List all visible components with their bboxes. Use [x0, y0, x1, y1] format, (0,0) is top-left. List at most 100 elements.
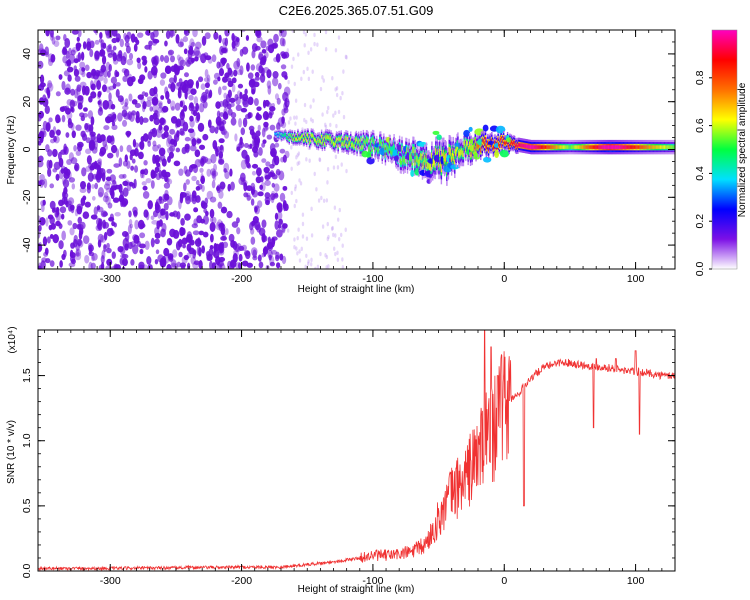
noise-speckle [339, 95, 342, 101]
noise-speckle [276, 202, 283, 212]
signal-band-cell [338, 136, 340, 141]
noise-speckle [209, 208, 215, 219]
noise-speckle [293, 245, 296, 250]
signal-band-cell [652, 145, 655, 149]
signal-band-cell [318, 137, 320, 142]
spectrogram-ytick-label: 0 [21, 146, 33, 152]
noise-speckle [261, 252, 265, 258]
signal-band-cell [340, 136, 343, 141]
noise-speckle [190, 88, 197, 95]
snr-ytick-label: 0.5 [21, 498, 33, 513]
signal-band-cell [370, 138, 372, 144]
signal-band-cell [298, 136, 300, 141]
noise-speckle [138, 261, 145, 269]
noise-speckle [278, 170, 285, 181]
signal-band-cell [464, 139, 466, 146]
signal-band-cell [610, 145, 613, 149]
noise-speckle [257, 254, 262, 262]
noise-speckle [187, 57, 194, 65]
noise-speckle [253, 98, 259, 106]
noise-speckle [251, 163, 259, 169]
signal-band-cell [419, 156, 421, 164]
noise-speckle [198, 158, 204, 164]
noise-speckle [325, 198, 329, 203]
signal-blob [410, 169, 415, 177]
signal-band-cell [543, 145, 545, 149]
noise-speckle [166, 263, 172, 269]
signal-band-cell [664, 145, 666, 149]
noise-speckle [72, 222, 78, 230]
signal-band-cell [331, 138, 334, 143]
noise-speckle [93, 30, 98, 34]
noise-speckle [67, 220, 73, 226]
noise-speckle [97, 70, 104, 77]
noise-speckle [88, 261, 93, 269]
noise-speckle [134, 142, 139, 149]
noise-speckle [231, 221, 239, 228]
noise-speckle [334, 251, 337, 257]
noise-speckle [60, 149, 67, 155]
signal-band-cell [410, 152, 413, 159]
noise-speckle [135, 110, 140, 120]
signal-band-cell [413, 159, 416, 166]
signal-band-cell [424, 155, 426, 163]
signal-band-cell [673, 145, 675, 149]
noise-speckle [95, 160, 102, 167]
noise-speckle [106, 168, 113, 174]
noise-speckle [242, 93, 249, 102]
noise-speckle [62, 178, 70, 188]
noise-speckle [279, 148, 286, 154]
signal-band-cell [316, 140, 318, 145]
colorbar-tick-label: 0.4 [694, 166, 706, 181]
noise-speckle [90, 80, 94, 90]
signal-band-cell [476, 143, 479, 149]
noise-speckle [179, 192, 184, 200]
noise-speckle [133, 234, 140, 244]
signal-band-cell [608, 145, 610, 149]
noise-speckle [114, 69, 118, 78]
signal-band-cell [355, 137, 357, 142]
noise-speckle [162, 193, 168, 202]
noise-speckle [136, 32, 144, 38]
signal-band-cell [530, 145, 532, 149]
noise-speckle [160, 107, 166, 114]
noise-speckle [47, 149, 53, 157]
noise-speckle [319, 251, 322, 257]
noise-speckle [121, 253, 129, 259]
noise-speckle [318, 157, 321, 162]
noise-speckle [209, 217, 214, 223]
noise-speckle [136, 57, 141, 64]
noise-speckle [335, 123, 338, 129]
noise-speckle [61, 230, 66, 241]
noise-speckle [52, 148, 58, 158]
signal-band-cell [299, 136, 302, 140]
signal-band-cell [375, 145, 377, 151]
signal-band-cell [305, 138, 308, 143]
noise-speckle [137, 151, 144, 160]
noise-speckle [181, 83, 189, 94]
noise-speckle [193, 96, 199, 105]
noise-speckle [38, 224, 42, 232]
noise-speckle [331, 76, 334, 81]
signal-band-cell [430, 163, 432, 171]
noise-speckle [99, 150, 105, 157]
noise-speckle [250, 64, 256, 71]
noise-speckle [320, 195, 323, 201]
signal-band-cell [627, 145, 629, 149]
noise-speckle [169, 212, 176, 217]
noise-speckle [326, 236, 329, 242]
signal-band-cell [451, 153, 454, 161]
noise-speckle [218, 223, 226, 232]
noise-speckle [106, 258, 113, 266]
noise-speckle [76, 84, 82, 92]
signal-band-cell [586, 145, 588, 149]
signal-band-cell [614, 145, 616, 149]
signal-band-cell [548, 145, 551, 149]
noise-speckle [104, 180, 112, 186]
signal-band-cell [296, 138, 298, 142]
signal-band-cell [588, 145, 591, 149]
noise-speckle [290, 145, 293, 150]
signal-band-cell [346, 143, 348, 148]
noise-speckle [239, 91, 243, 100]
signal-band-cell [667, 145, 670, 149]
